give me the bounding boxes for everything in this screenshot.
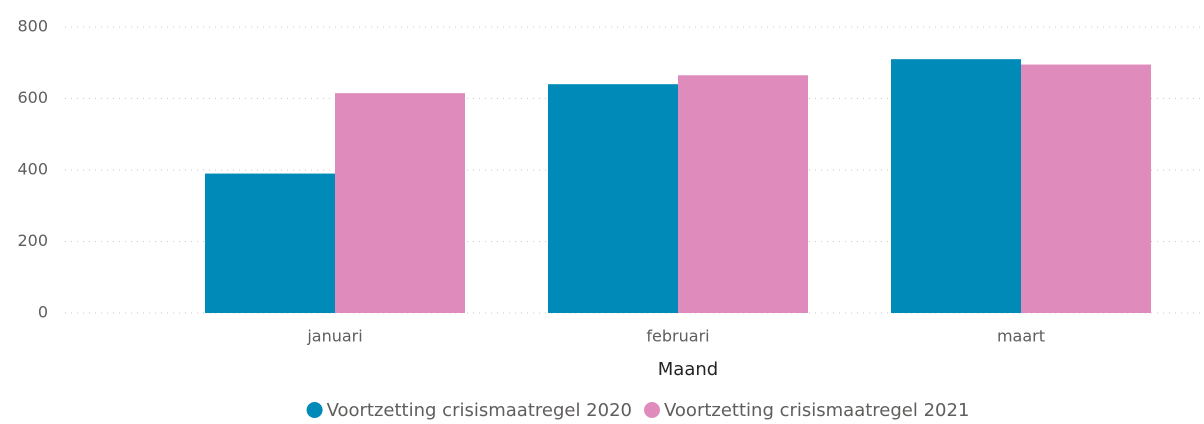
legend-label: Voortzetting crisismaatregel 2021 [664,400,969,421]
legend-marker [306,402,323,418]
bar [205,173,335,313]
x-tick-label: maart [997,327,1045,346]
legend-item[interactable]: Voortzetting crisismaatregel 2021 [644,400,969,421]
y-tick-label: 200 [17,231,48,250]
bar [1021,64,1151,313]
x-tick-label: januari [306,327,362,346]
legend-label: Voortzetting crisismaatregel 2020 [327,400,632,421]
legend: Voortzetting crisismaatregel 2020 Voortze… [306,400,969,421]
y-tick-label: 0 [38,303,48,322]
bar [678,75,808,313]
x-tick-label: februari [646,327,709,346]
bar [891,59,1021,313]
y-tick-label: 600 [17,88,48,107]
x-axis-title: Maand [658,359,718,380]
legend-marker [644,402,660,418]
bar [548,84,678,313]
y-tick-label: 800 [17,17,48,36]
legend-item[interactable]: Voortzetting crisismaatregel 2020 [306,400,632,421]
y-tick-label: 400 [17,160,48,179]
bar [335,93,465,313]
